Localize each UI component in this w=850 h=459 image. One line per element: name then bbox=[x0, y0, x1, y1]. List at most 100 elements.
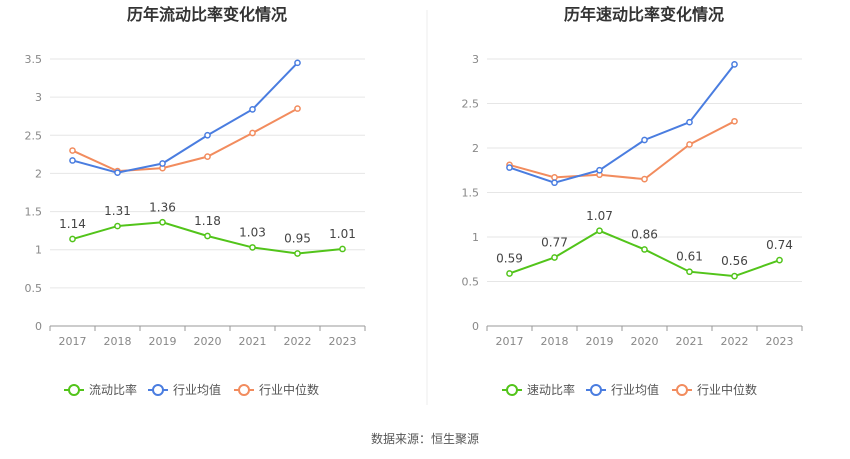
legend-swatch-marker bbox=[590, 384, 602, 396]
data-label: 1.01 bbox=[329, 227, 356, 241]
chart-title: 历年速动比率变化情况 bbox=[564, 5, 724, 24]
legend-label: 速动比率 bbox=[527, 382, 575, 397]
data-point[interactable] bbox=[641, 175, 648, 183]
x-tick-label: 2018 bbox=[104, 335, 132, 348]
x-tick-label: 2017 bbox=[59, 335, 87, 348]
y-tick-label: 2 bbox=[472, 142, 479, 155]
data-label: 0.86 bbox=[631, 227, 658, 241]
series-line bbox=[72, 107, 298, 173]
data-point[interactable] bbox=[69, 157, 76, 164]
data-label: 1.14 bbox=[59, 217, 86, 231]
data-source-label: 数据来源：恒生聚源 bbox=[371, 431, 479, 446]
x-tick-label: 2023 bbox=[766, 335, 794, 348]
legend-label: 行业中位数 bbox=[259, 382, 319, 397]
data-point[interactable] bbox=[506, 270, 513, 277]
data-point[interactable] bbox=[204, 131, 211, 139]
data-point[interactable] bbox=[69, 235, 76, 243]
legend-swatch-marker bbox=[676, 384, 688, 396]
chart-title: 历年流动比率变化情况 bbox=[127, 5, 287, 24]
data-point[interactable] bbox=[551, 254, 558, 261]
legend-item[interactable]: 流动比率 bbox=[64, 382, 137, 397]
x-tick-label: 2019 bbox=[586, 335, 614, 348]
data-label: 0.74 bbox=[766, 238, 793, 252]
legend-item[interactable]: 行业均值 bbox=[148, 382, 221, 397]
series-line bbox=[509, 120, 735, 181]
series-line bbox=[509, 63, 736, 184]
data-label: 0.95 bbox=[284, 232, 311, 246]
y-tick-label: 1.5 bbox=[25, 206, 43, 219]
legend-item[interactable]: 速动比率 bbox=[502, 382, 575, 397]
y-tick-label: 2.5 bbox=[25, 129, 43, 142]
x-tick-label: 2023 bbox=[329, 335, 357, 348]
y-tick-label: 1.5 bbox=[462, 187, 480, 200]
legend-item[interactable]: 行业中位数 bbox=[672, 382, 757, 397]
y-tick-label: 0 bbox=[35, 320, 42, 333]
y-tick-label: 3 bbox=[35, 91, 42, 104]
x-tick-label: 2021 bbox=[676, 335, 704, 348]
data-point[interactable] bbox=[551, 174, 558, 181]
data-point[interactable] bbox=[69, 147, 76, 154]
current-ratio-chart: 历年流动比率变化情况 0 0.5 1 1.5 2 2.5 3 3.5 2017 2018 2019 20… bbox=[25, 5, 366, 397]
data-point[interactable] bbox=[686, 118, 693, 126]
x-tick-label: 2019 bbox=[149, 335, 177, 348]
data-point[interactable] bbox=[249, 244, 256, 251]
data-point[interactable] bbox=[159, 160, 166, 167]
data-point[interactable] bbox=[294, 59, 301, 67]
legend-swatch-marker bbox=[238, 384, 250, 396]
data-label: 1.07 bbox=[586, 209, 613, 223]
data-point[interactable] bbox=[249, 129, 256, 137]
data-point[interactable] bbox=[204, 232, 211, 240]
data-point[interactable] bbox=[596, 227, 603, 235]
data-point[interactable] bbox=[114, 222, 121, 230]
data-point[interactable] bbox=[294, 250, 301, 257]
legend-label: 流动比率 bbox=[89, 382, 137, 397]
data-point[interactable] bbox=[339, 245, 346, 253]
data-point[interactable] bbox=[731, 272, 738, 280]
data-point[interactable] bbox=[686, 141, 693, 148]
y-tick-label: 2.5 bbox=[462, 98, 480, 111]
legend-swatch-marker bbox=[152, 384, 164, 396]
y-tick-label: 1 bbox=[472, 231, 479, 244]
data-label: 0.77 bbox=[541, 235, 568, 249]
legend-label: 行业均值 bbox=[173, 382, 221, 397]
legend-item[interactable]: 行业均值 bbox=[586, 382, 659, 397]
data-point[interactable] bbox=[641, 136, 648, 144]
data-point[interactable] bbox=[204, 153, 211, 160]
data-point[interactable] bbox=[159, 218, 166, 226]
data-label: 0.61 bbox=[676, 250, 703, 264]
data-point[interactable] bbox=[686, 268, 693, 276]
data-label: 1.03 bbox=[239, 225, 266, 239]
legend-label: 行业中位数 bbox=[697, 382, 757, 397]
y-tick-label: 3 bbox=[472, 53, 479, 66]
x-tick-label: 2017 bbox=[496, 335, 524, 348]
y-tick-label: 0.5 bbox=[25, 282, 43, 295]
data-label: 0.56 bbox=[721, 254, 748, 268]
y-tick-label: 0 bbox=[472, 320, 479, 333]
data-point[interactable] bbox=[506, 164, 513, 171]
y-tick-label: 1 bbox=[35, 244, 42, 257]
data-label: 1.36 bbox=[149, 200, 176, 214]
data-point[interactable] bbox=[731, 117, 738, 125]
x-tick-label: 2018 bbox=[541, 335, 569, 348]
x-tick-label: 2020 bbox=[194, 335, 222, 348]
x-tick-label: 2021 bbox=[239, 335, 267, 348]
x-tick-label: 2020 bbox=[631, 335, 659, 348]
data-point[interactable] bbox=[551, 179, 558, 187]
data-point[interactable] bbox=[114, 169, 121, 177]
data-point[interactable] bbox=[294, 105, 301, 112]
data-point[interactable] bbox=[776, 256, 783, 264]
x-tick-label: 2022 bbox=[721, 335, 749, 348]
legend-label: 行业均值 bbox=[611, 382, 659, 397]
data-point[interactable] bbox=[641, 246, 648, 253]
data-label: 1.18 bbox=[194, 214, 221, 228]
y-tick-label: 3.5 bbox=[25, 53, 43, 66]
data-point[interactable] bbox=[249, 105, 256, 113]
data-point[interactable] bbox=[596, 166, 603, 174]
legend-swatch-marker bbox=[68, 384, 80, 396]
data-point[interactable] bbox=[731, 60, 738, 68]
legend-item[interactable]: 行业中位数 bbox=[234, 382, 319, 397]
data-label: 0.59 bbox=[496, 251, 523, 265]
y-tick-label: 0.5 bbox=[462, 276, 480, 289]
legend-swatch-marker bbox=[506, 384, 518, 396]
